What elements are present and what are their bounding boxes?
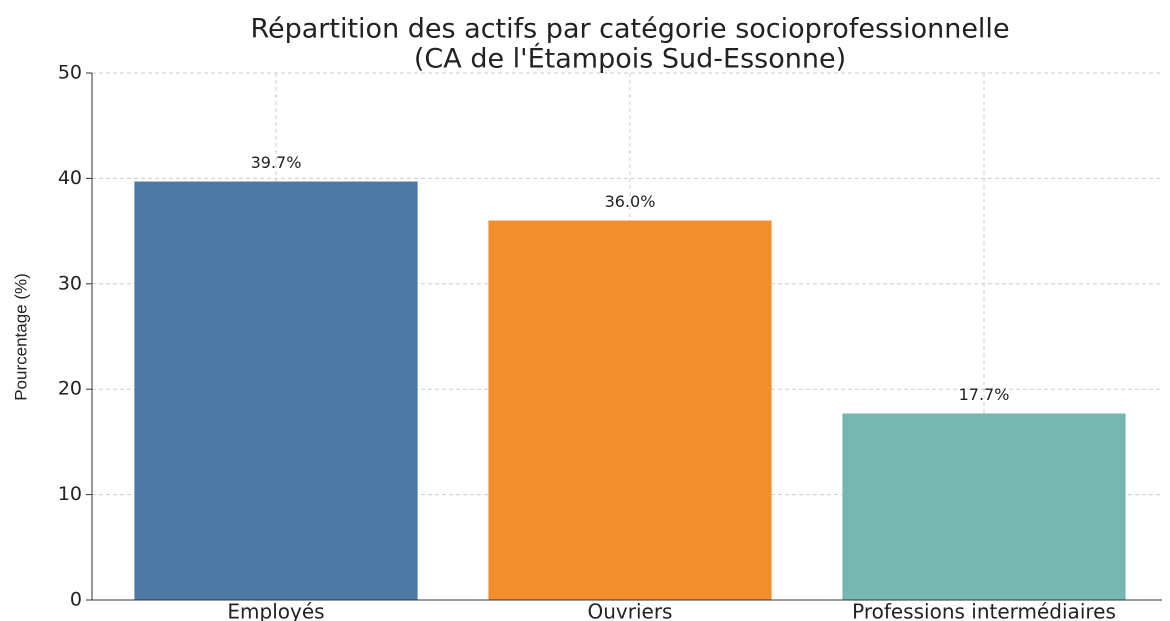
y-tick-label: 20: [58, 378, 82, 400]
y-tick-label: 50: [58, 62, 82, 84]
bar: [488, 220, 772, 600]
x-tick-label: Professions intermédiaires: [852, 600, 1116, 621]
x-tick-label: Employés: [227, 600, 324, 621]
x-tick-label: Ouvriers: [588, 600, 673, 621]
chart-title: Répartition des actifs par catégorie soc…: [250, 14, 1009, 45]
value-label: 36.0%: [605, 192, 656, 211]
bar: [134, 181, 418, 600]
value-label: 39.7%: [251, 153, 302, 172]
y-tick-label: 0: [70, 589, 82, 611]
y-tick-label: 10: [58, 483, 82, 505]
chart-title: (CA de l'Étampois Sud-Essonne): [414, 43, 846, 75]
y-tick-label: 40: [58, 167, 82, 189]
value-label: 17.7%: [959, 385, 1010, 404]
y-axis-label: Pourcentage (%): [11, 273, 30, 401]
y-tick-label: 30: [58, 272, 82, 294]
bar: [842, 413, 1126, 600]
